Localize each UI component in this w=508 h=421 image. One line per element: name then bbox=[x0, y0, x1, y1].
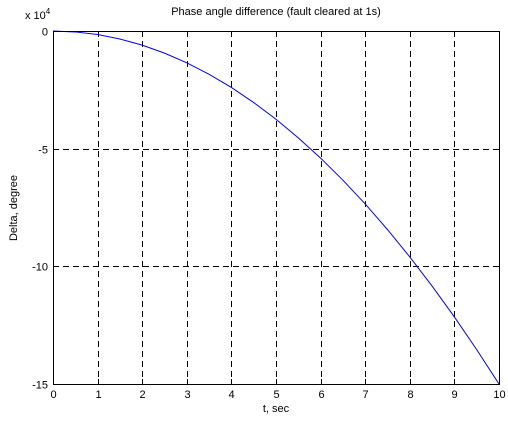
x-tick-label: 9 bbox=[451, 389, 457, 401]
y-exponent-power: 4 bbox=[45, 7, 51, 16]
y-tick-label: -10 bbox=[32, 262, 48, 274]
chart-title: Phase angle difference (fault cleared at… bbox=[171, 6, 381, 18]
grid-lines bbox=[53, 31, 499, 384]
x-tick-label: 8 bbox=[407, 389, 413, 401]
x-tick-label: 0 bbox=[50, 389, 56, 401]
axes-box bbox=[53, 31, 500, 385]
x-tick-label: 4 bbox=[228, 389, 234, 401]
y-tick-label: 0 bbox=[42, 27, 48, 39]
y-exponent-base: x 10 bbox=[25, 10, 46, 22]
x-tick-label: 5 bbox=[273, 389, 279, 401]
x-tick-label: 6 bbox=[318, 389, 324, 401]
x-tick-label: 7 bbox=[362, 389, 368, 401]
x-tick-label: 10 bbox=[493, 389, 505, 401]
series-line bbox=[52, 30, 500, 385]
y-tick-label: -15 bbox=[32, 380, 48, 392]
y-axis-label: Delta, degree bbox=[8, 174, 20, 242]
y-axis-exponent: x 104 bbox=[25, 7, 51, 22]
series-layer bbox=[52, 30, 500, 385]
x-tick-label: 1 bbox=[95, 389, 101, 401]
x-axis-label: t, sec bbox=[262, 403, 290, 415]
x-tick-label: 2 bbox=[139, 389, 145, 401]
x-tick-label: 3 bbox=[184, 389, 190, 401]
y-tick-label: -5 bbox=[38, 145, 48, 157]
axis-ticks: 0 1 2 3 4 5 6 7 8 9 10 0 -5 -10 -15 bbox=[32, 27, 506, 402]
